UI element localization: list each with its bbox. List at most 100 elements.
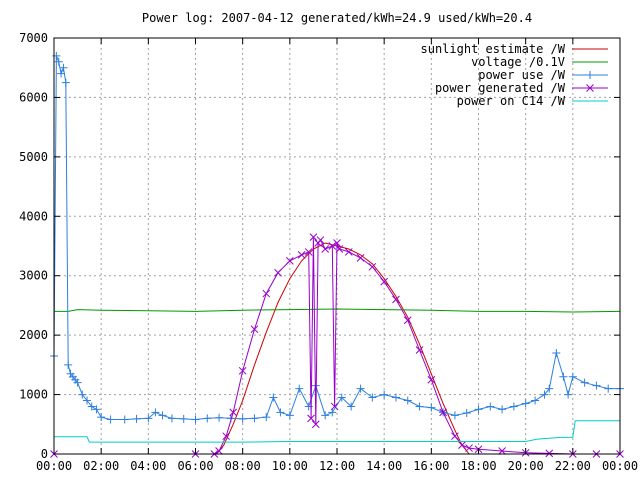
data-point <box>356 384 365 393</box>
data-point <box>347 402 356 411</box>
data-point <box>328 242 337 250</box>
data-point <box>392 295 400 304</box>
series-1 <box>54 308 621 313</box>
data-point <box>486 402 495 411</box>
data-point <box>545 449 554 458</box>
y-tick-label: 7000 <box>19 31 48 45</box>
x-tick-label: 20:00 <box>508 459 544 473</box>
data-point <box>158 411 167 420</box>
data-point <box>540 390 549 399</box>
data-point <box>580 378 589 387</box>
data-point <box>321 411 330 420</box>
data-point <box>151 408 160 417</box>
data-point <box>285 411 294 420</box>
legend-marker <box>586 71 594 79</box>
data-point <box>564 390 573 399</box>
data-point <box>215 447 223 455</box>
data-point <box>458 441 466 449</box>
x-tick-label: 22:00 <box>555 459 591 473</box>
data-point <box>328 408 337 417</box>
series-line-4 <box>54 420 620 443</box>
data-point <box>167 414 176 423</box>
x-tick-label: 00:00 <box>602 459 638 473</box>
data-point <box>83 396 92 405</box>
data-point <box>344 248 353 256</box>
data-point <box>274 268 282 277</box>
data-point <box>179 414 188 423</box>
data-point <box>337 393 346 402</box>
data-point <box>215 413 224 422</box>
data-point <box>191 415 200 424</box>
data-point <box>403 316 412 325</box>
data-point <box>465 444 473 452</box>
data-point <box>498 405 507 414</box>
x-tick-label: 02:00 <box>83 459 119 473</box>
data-point <box>262 289 271 298</box>
data-point <box>144 414 153 423</box>
y-tick-label: 5000 <box>19 150 48 164</box>
data-point <box>316 236 325 244</box>
legend-label: power on C14 /W <box>457 94 566 108</box>
y-tick-label: 4000 <box>19 209 48 223</box>
data-point <box>285 257 294 265</box>
series-line-1 <box>54 308 621 313</box>
data-point <box>262 413 271 422</box>
legend-label: power generated /W <box>435 81 566 95</box>
data-point <box>64 360 73 369</box>
data-point <box>269 393 278 402</box>
data-point <box>335 245 344 253</box>
data-point <box>250 325 259 334</box>
data-point <box>78 390 87 399</box>
y-tick-label: 1000 <box>19 388 48 402</box>
data-point <box>276 408 285 417</box>
data-point <box>356 254 365 262</box>
legend-label: sunlight estimate /W <box>421 42 566 56</box>
data-point <box>509 402 518 411</box>
legend-marker <box>586 84 594 92</box>
data-point <box>132 414 141 423</box>
data-point <box>61 78 70 87</box>
chart-title: Power log: 2007-04-12 generated/kWh=24.9… <box>142 11 532 25</box>
x-tick-label: 12:00 <box>319 459 355 473</box>
x-tick-label: 10:00 <box>272 459 308 473</box>
x-axis-ticks: 00:00 02:00 04:00 06:00 08:00 10:00 12:00 14:00… <box>36 38 638 473</box>
data-point <box>380 390 389 399</box>
y-tick-label: 6000 <box>19 90 48 104</box>
y-tick-label: 0 <box>41 447 48 461</box>
data-point <box>97 413 106 422</box>
data-point <box>250 414 259 423</box>
data-point <box>368 262 377 271</box>
data-point <box>304 248 313 256</box>
data-point <box>321 245 330 253</box>
data-point <box>592 381 601 390</box>
data-point <box>106 415 115 424</box>
x-tick-label: 14:00 <box>366 459 402 473</box>
grid-lines <box>54 38 620 454</box>
data-point <box>229 408 238 417</box>
data-point <box>427 375 436 384</box>
x-tick-label: 16:00 <box>413 459 449 473</box>
y-tick-label: 2000 <box>19 328 48 342</box>
data-point <box>222 432 231 441</box>
data-point <box>545 384 554 393</box>
data-point <box>415 402 424 411</box>
x-tick-label: 00:00 <box>36 459 72 473</box>
data-point <box>333 239 341 247</box>
series-layer <box>50 51 624 458</box>
data-point <box>450 411 459 420</box>
series-4 <box>54 420 620 443</box>
data-point <box>57 69 66 78</box>
x-tick-label: 08:00 <box>225 459 261 473</box>
data-point <box>552 348 561 357</box>
data-point <box>297 251 306 259</box>
data-point <box>295 384 304 393</box>
data-point <box>87 402 96 411</box>
series-3 <box>50 233 624 458</box>
data-point <box>474 405 483 414</box>
data-point <box>498 447 506 455</box>
data-point <box>391 393 400 402</box>
data-point <box>521 399 530 408</box>
x-tick-label: 18:00 <box>460 459 496 473</box>
data-point <box>439 408 447 417</box>
